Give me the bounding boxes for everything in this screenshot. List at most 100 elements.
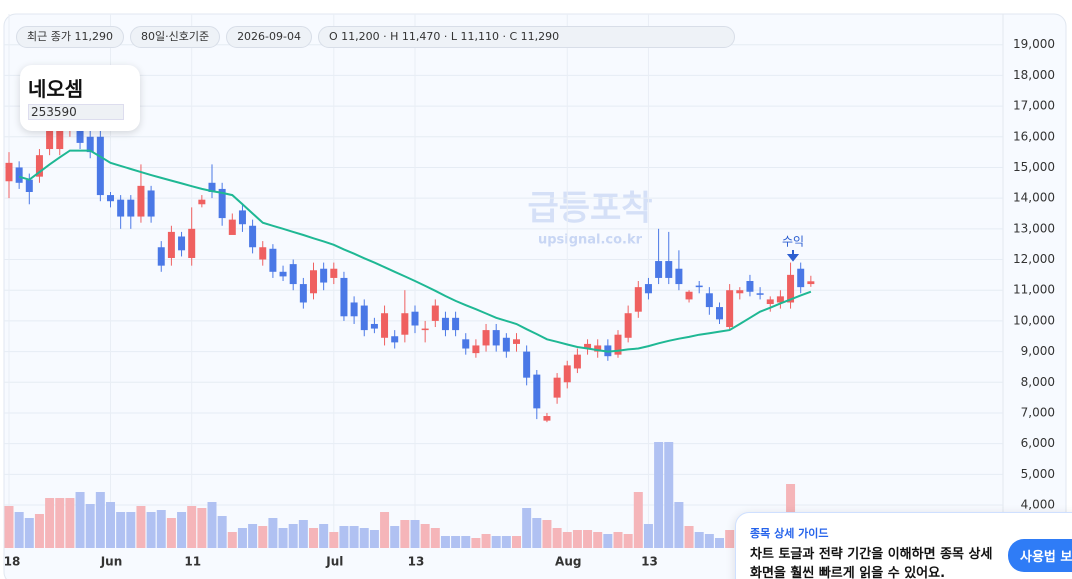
candle-body [736,290,744,294]
volume-bar [75,492,85,548]
volume-bar [400,520,410,548]
volume-bar [359,528,369,548]
candle-body [249,225,257,248]
candle-body [320,268,328,283]
candle-body [726,290,734,328]
candle-body [198,199,206,205]
candle-body [563,365,571,383]
candle-body [766,299,774,305]
guide-card: 종목 상세 가이드 차트 토글과 전략 기간을 이해하면 종목 상세 화면을 훨… [735,512,1072,579]
candle-body [208,182,216,192]
volume-bar [522,508,532,548]
candle-body [523,351,531,378]
y-tick-label: 4,000 [1021,498,1055,512]
volume-bar [24,518,34,548]
volume-bar [65,498,75,548]
volume-bar [451,536,461,548]
volume-bar [146,512,156,548]
volume-bar [136,506,146,548]
candle-body [5,162,13,182]
volume-bar [85,504,95,548]
ma-line [18,149,812,353]
candle-body [127,199,135,217]
volume-bar [116,512,126,548]
candle-body [218,188,226,219]
volume-bar [369,530,379,548]
stock-card: 네오셈 253590 [20,65,140,131]
guide-button[interactable]: 사용법 보기 [1008,539,1072,572]
volume-bar [440,536,450,548]
y-tick-label: 7,000 [1021,405,1055,419]
volume-bar [349,526,359,548]
volume-bar [187,506,197,548]
volume-bar [471,538,481,548]
candle-body [269,248,277,272]
volume-bar [197,508,207,548]
candle-body [482,330,490,346]
candle-body [76,127,84,143]
candle-body [340,277,348,317]
volume-bar [664,442,674,548]
candle-body [665,261,673,278]
y-tick-label: 15,000 [1013,160,1055,174]
volume-bar [319,524,329,548]
candle-body [675,268,683,285]
stock-code: 253590 [28,104,124,120]
x-tick-label: 13 [641,555,658,569]
candle-body [533,374,541,409]
candle-body [56,127,64,150]
x-tick-label: 18 [4,555,21,569]
volume-bar [126,512,136,548]
volume-bar [603,534,613,548]
y-tick-label: 18,000 [1013,68,1055,82]
y-tick-label: 14,000 [1013,191,1055,205]
candle-body [401,313,409,335]
pill: 최근 종가 11,290 [16,26,124,48]
candle-body [543,416,551,421]
volume-bar [704,534,714,548]
y-tick-label: 12,000 [1013,252,1055,266]
candle-body [553,377,561,398]
candle-body [289,264,297,285]
volume-bar [684,526,694,548]
volume-bar [420,524,430,548]
volume-bar [633,492,643,548]
candle-body [259,247,267,260]
candle-body [46,127,54,150]
volume-bar [34,514,44,548]
candle-body [117,199,125,217]
volume-bar [501,536,511,548]
x-tick-label: Jun [100,555,123,569]
volume-bar [694,532,704,548]
y-tick-label: 5,000 [1021,467,1055,481]
volume-bar [430,528,440,548]
volume-bar [481,534,491,548]
candle-body [360,305,368,331]
pill: O 11,200 · H 11,470 · L 11,110 · C 11,29… [318,26,735,48]
candle-body [716,307,723,320]
volume-bar [715,538,724,548]
volume-bar [512,536,521,548]
watermark-title: 급등포착 [527,189,652,229]
candle-body [330,268,338,278]
y-tick-label: 8,000 [1021,375,1055,389]
x-tick-label: 13 [408,555,425,569]
pill: 2026-09-04 [226,26,312,48]
guide-title: 종목 상세 가이드 [750,527,829,540]
y-tick-label: 6,000 [1021,436,1055,450]
volume-bar [288,524,298,548]
volume-bar [491,536,501,548]
y-tick-label: 11,000 [1013,283,1055,297]
stock-name: 네오셈 [28,77,84,101]
candle-body [137,185,145,217]
volume-bar [309,528,318,548]
volume-bar [623,534,633,548]
volume-bar [643,524,653,548]
candle-body [441,317,449,331]
volume-bar [4,506,14,548]
candle-body [634,287,642,312]
candle-body [756,293,764,295]
volume-bar [552,528,562,548]
annotation-arrow [786,250,800,262]
